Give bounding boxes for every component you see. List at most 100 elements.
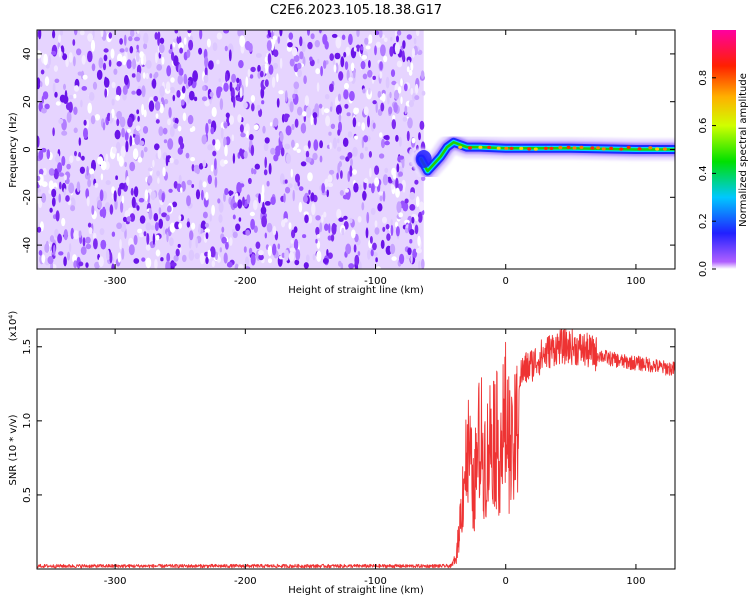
noise-speckle: [304, 95, 310, 107]
noise-speckle: [352, 169, 357, 175]
noise-speckle: [81, 86, 88, 91]
noise-speckle: [169, 237, 174, 247]
noise-speckle: [144, 189, 149, 202]
noise-speckle: [223, 252, 228, 264]
noise-speckle: [396, 60, 403, 68]
noise-speckle: [116, 151, 120, 162]
noise-speckle: [82, 74, 88, 80]
noise-speckle: [76, 48, 82, 56]
trace-start-blob: [415, 150, 432, 169]
noise-speckle: [369, 167, 372, 178]
noise-speckle: [117, 187, 122, 197]
noise-speckle: [259, 70, 264, 78]
noise-speckle: [323, 108, 330, 114]
noise-speckle: [380, 239, 385, 249]
noise-speckle: [327, 252, 333, 259]
noise-speckle: [195, 189, 201, 200]
x-tick-label: -300: [104, 276, 127, 287]
trace-hotspot: [626, 145, 631, 149]
noise-speckle: [408, 100, 414, 108]
noise-speckle: [41, 193, 47, 203]
noise-speckle: [124, 74, 129, 86]
noise-speckle: [155, 234, 160, 241]
noise-speckle: [122, 216, 128, 222]
noise-speckle: [174, 30, 179, 34]
noise-speckle: [398, 155, 405, 160]
noise-speckle: [379, 195, 383, 202]
noise-speckle: [150, 225, 156, 231]
noise-speckle: [349, 217, 353, 224]
noise-speckle: [295, 249, 301, 261]
noise-speckle: [234, 192, 239, 203]
noise-speckle: [58, 251, 64, 256]
noise-speckle: [185, 152, 190, 159]
noise-speckle: [68, 101, 73, 113]
noise-speckle: [37, 226, 42, 233]
noise-speckle: [316, 234, 321, 239]
noise-speckle: [163, 98, 169, 105]
noise-speckle: [284, 143, 291, 150]
noise-speckle: [332, 137, 337, 149]
noise-speckle: [318, 103, 323, 109]
x-tick-label: -100: [364, 576, 387, 587]
noise-speckle: [177, 243, 181, 248]
noise-speckle: [183, 73, 188, 85]
noise-speckle: [111, 263, 115, 269]
noise-speckle: [79, 166, 85, 174]
noise-speckle: [374, 227, 380, 235]
noise-speckle: [132, 148, 139, 160]
noise-speckle: [316, 82, 320, 92]
noise-speckle: [377, 90, 382, 99]
noise-speckle: [279, 132, 284, 142]
noise-speckle: [372, 100, 377, 105]
noise-speckle: [58, 46, 62, 58]
noise-speckle: [199, 252, 205, 265]
noise-speckle: [168, 188, 173, 193]
noise-speckle: [303, 75, 307, 85]
noise-speckle: [412, 248, 418, 259]
noise-speckle: [287, 42, 293, 48]
noise-speckle: [288, 32, 294, 40]
noise-speckle: [104, 88, 108, 98]
noise-speckle: [210, 126, 215, 135]
noise-speckle: [258, 254, 264, 261]
noise-speckle: [201, 134, 207, 145]
noise-speckle: [85, 236, 91, 244]
noise-speckle: [357, 216, 362, 223]
noise-speckle: [78, 230, 82, 238]
noise-speckle: [395, 226, 400, 237]
trace-hotspot: [487, 145, 492, 149]
noise-speckle: [72, 39, 76, 46]
trace-hotspot: [533, 147, 538, 151]
noise-speckle: [205, 256, 209, 265]
noise-speckle: [218, 78, 221, 83]
noise-speckle: [398, 212, 404, 218]
noise-speckle: [167, 118, 171, 126]
noise-speckle: [293, 226, 298, 234]
noise-speckle: [154, 101, 161, 111]
noise-speckle: [303, 211, 309, 216]
noise-speckle: [302, 234, 307, 239]
noise-speckle: [225, 241, 229, 250]
noise-speckle: [239, 124, 244, 133]
noise-speckle: [403, 83, 408, 92]
noise-speckle: [166, 205, 172, 213]
noise-speckle: [353, 182, 359, 193]
noise-speckle: [166, 252, 171, 263]
noise-speckle: [368, 60, 371, 68]
noise-speckle: [126, 176, 130, 186]
noise-speckle: [291, 123, 295, 131]
noise-speckle: [237, 199, 243, 209]
noise-speckle: [295, 173, 300, 183]
noise-speckle: [119, 48, 125, 53]
noise-speckle: [126, 59, 132, 69]
spectrogram-x-axis-label: Height of straight line (km): [288, 285, 424, 296]
noise-speckle: [355, 44, 361, 52]
noise-speckle: [316, 250, 322, 262]
noise-speckle: [85, 188, 90, 199]
noise-speckle: [125, 140, 129, 153]
noise-speckle: [367, 69, 373, 78]
noise-speckle: [82, 237, 86, 247]
noise-speckle: [119, 38, 123, 45]
noise-speckle: [302, 195, 308, 203]
